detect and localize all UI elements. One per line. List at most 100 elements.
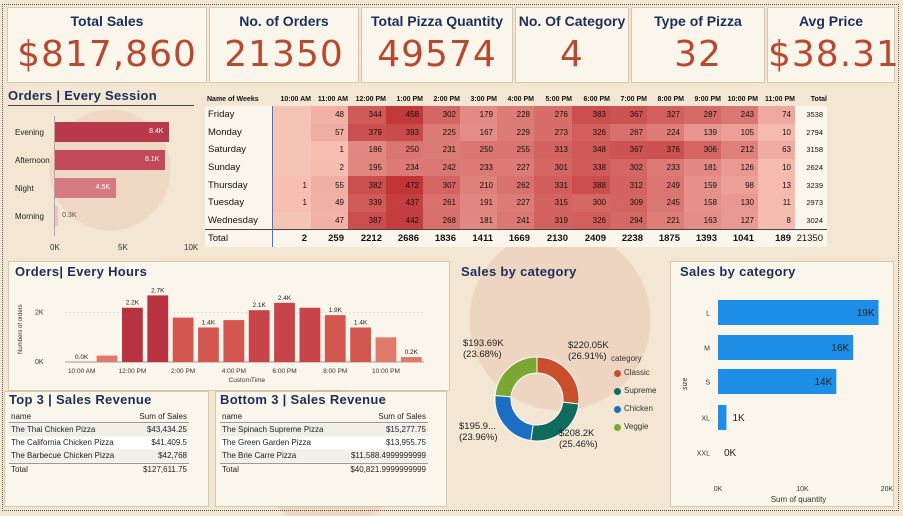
heat-cell: 302 xyxy=(610,158,647,177)
heat-cell: 10 xyxy=(758,158,795,177)
kpi-pizza-types[interactable]: Type of Pizza 32 xyxy=(632,8,764,82)
heat-cell xyxy=(272,106,311,124)
session-value-label: 4.5K xyxy=(95,184,111,191)
heat-row[interactable]: Wednesday 47 387 442 268 181 241 319 326 294 221 16… xyxy=(205,211,827,230)
legend-item[interactable]: Veggie xyxy=(624,422,649,431)
donut-slice xyxy=(536,356,580,405)
heat-column-header[interactable]: 10:00 PM xyxy=(727,95,758,103)
kpi-title: Total Sales xyxy=(70,13,144,29)
donut-slice xyxy=(494,394,534,442)
x-tick: 6:00 PM xyxy=(272,368,296,375)
size-bar xyxy=(718,405,727,430)
session-bar[interactable] xyxy=(54,178,116,198)
size-tick: XXL xyxy=(697,451,710,458)
heat-cell: 442 xyxy=(386,211,423,230)
heat-cell: 367 xyxy=(610,141,647,159)
heat-cell: 231 xyxy=(423,141,460,159)
kpi-orders[interactable]: No. of Orders 21350 xyxy=(210,8,358,82)
top3-panel[interactable]: Top 3 | Sales Revenue name Sum of Sales Th… xyxy=(5,392,208,506)
kpi-avg-price[interactable]: Avg Price $38.31 xyxy=(768,8,899,82)
hour-value-label: 1.9K xyxy=(329,307,343,314)
heat-column-header[interactable]: 4:00 PM xyxy=(507,95,534,103)
heat-column-header[interactable]: 2:00 PM xyxy=(433,95,460,103)
heat-cell: 49 xyxy=(311,193,348,212)
size-bar xyxy=(718,369,837,394)
table-row[interactable]: The Spinach Supreme Pizza $15,277.75 xyxy=(220,424,428,436)
table-name-cell: The California Chicken Pizza xyxy=(11,438,114,447)
heat-column-header[interactable]: 3:00 PM xyxy=(470,95,497,103)
heat-cell: 212 xyxy=(721,141,758,159)
section-title: Sales by category xyxy=(461,264,577,279)
heat-column-header[interactable]: 10:00 AM xyxy=(280,95,311,103)
heat-row[interactable]: Friday 48 344 458 302 179 228 276 383 367 327 287 24… xyxy=(205,106,827,124)
axis-tick: 0K xyxy=(50,243,60,252)
heat-cell: 273 xyxy=(534,123,572,142)
table-row[interactable]: The Green Garden Pizza $13,955.75 xyxy=(220,437,428,449)
heat-row[interactable]: Saturday 1 186 250 231 250 255 313 348 367 376 306 2… xyxy=(205,141,827,159)
heat-cell: 307 xyxy=(423,176,460,194)
kpi-category-count[interactable]: No. Of Category 4 xyxy=(516,8,628,82)
hours-chart-panel[interactable]: Orders| Every Hours 0K 2K Numbers of order… xyxy=(9,262,449,390)
heat-cell xyxy=(272,141,311,159)
heat-cell xyxy=(272,158,311,177)
bottom3-panel[interactable]: Bottom 3 | Sales Revenue name Sum of Sale… xyxy=(216,392,446,506)
heat-row[interactable]: Sunday 2 195 234 242 233 227 301 338 302 233 181 126… xyxy=(205,158,827,177)
y-tick: 0K xyxy=(35,359,44,366)
heat-column-header[interactable]: Total xyxy=(810,95,827,103)
size-chart-panel[interactable]: Sales by category L 19K M 16K S 14K XL 1K XXL 0K 0… xyxy=(671,262,893,506)
table-row[interactable]: The California Chicken Pizza $41,409.5 xyxy=(9,437,189,449)
heat-column-header[interactable]: 8:00 PM xyxy=(657,95,684,103)
hour-bar xyxy=(299,307,321,362)
heat-corner-header[interactable]: Name of Weeks xyxy=(207,95,259,103)
table-header-row[interactable]: name Sum of Sales xyxy=(9,411,189,423)
orders-heat-table[interactable]: Name of Weeks 10:00 AM 11:00 AM 12:00 PM 1:0… xyxy=(205,92,827,247)
legend-item[interactable]: Supreme xyxy=(624,386,657,395)
kpi-title: Avg Price xyxy=(798,13,864,29)
heat-column-header[interactable]: 11:00 AM xyxy=(317,95,348,103)
heat-cell: 47 xyxy=(311,211,348,230)
hour-value-label: 2.4K xyxy=(278,295,292,302)
session-label: Night xyxy=(15,184,34,193)
heat-total-cell: 2130 xyxy=(534,228,572,247)
kpi-pizza-quantity[interactable]: Total Pizza Quantity 49574 xyxy=(362,8,512,82)
table-row[interactable]: The Thai Chicken Pizza $43,434.25 xyxy=(9,424,189,436)
table-row[interactable]: The Barbecue Chicken Pizza $42,768 xyxy=(9,450,189,462)
category-donut-panel[interactable]: Sales by category $220.05K (26.91%) $208.2… xyxy=(455,262,665,506)
heat-column-header[interactable]: 6:00 PM xyxy=(583,95,610,103)
kpi-value: $817,860 xyxy=(17,34,197,75)
legend-item[interactable]: Classic xyxy=(624,368,650,377)
session-bar[interactable] xyxy=(54,150,165,170)
heat-column-header[interactable]: 7:00 PM xyxy=(620,95,647,103)
heat-cell: 63 xyxy=(758,141,795,159)
legend-dot xyxy=(614,388,621,395)
heat-row[interactable]: Thursday 1 55 382 472 307 210 262 331 388 312 249 15… xyxy=(205,176,827,194)
heat-cell: 379 xyxy=(348,123,386,142)
heat-cell: 331 xyxy=(534,176,572,194)
heat-row[interactable]: Tuesday 1 49 339 437 261 191 227 315 300 309 245 158… xyxy=(205,193,827,212)
table-header-row[interactable]: name Sum of Sales xyxy=(220,411,428,423)
table-row[interactable]: The Brie Carre Pizza $11,588.4999999999 xyxy=(220,450,428,462)
kpi-total-sales[interactable]: Total Sales $817,860 xyxy=(8,8,206,82)
heat-column-header[interactable]: 5:00 PM xyxy=(545,95,572,103)
heat-column-header[interactable]: 12:00 PM xyxy=(355,95,386,103)
table-value-cell: $127,611.75 xyxy=(143,465,187,474)
table-total-row[interactable]: Total $40,821.9999999999 xyxy=(220,463,428,475)
heat-cell: 163 xyxy=(684,211,721,230)
heat-column-header[interactable]: 9:00 PM xyxy=(694,95,721,103)
hour-bar xyxy=(223,320,245,362)
heat-cell: 11 xyxy=(758,193,795,212)
heat-cell: 339 xyxy=(348,193,386,212)
table-total-row[interactable]: Total $127,611.75 xyxy=(9,463,189,475)
x-tick: 10K xyxy=(796,486,809,493)
heat-row[interactable]: Monday 57 379 393 225 167 229 273 326 267 224 139 10… xyxy=(205,123,827,142)
heat-cell: 126 xyxy=(721,158,758,177)
hour-bar xyxy=(198,327,219,362)
session-bar[interactable] xyxy=(54,122,170,142)
x-tick: 10:00 AM xyxy=(68,368,95,375)
session-bar[interactable] xyxy=(54,206,59,226)
legend-item[interactable]: Chicken xyxy=(624,404,653,413)
donut-value-label: $193.69K xyxy=(463,338,504,349)
heat-column-header[interactable]: 1:00 PM xyxy=(396,95,423,103)
heat-column-header[interactable]: 11:00 PM xyxy=(765,95,795,103)
session-chart-panel[interactable]: Orders | Every Session Evening 8.4K Aftern… xyxy=(5,86,201,256)
